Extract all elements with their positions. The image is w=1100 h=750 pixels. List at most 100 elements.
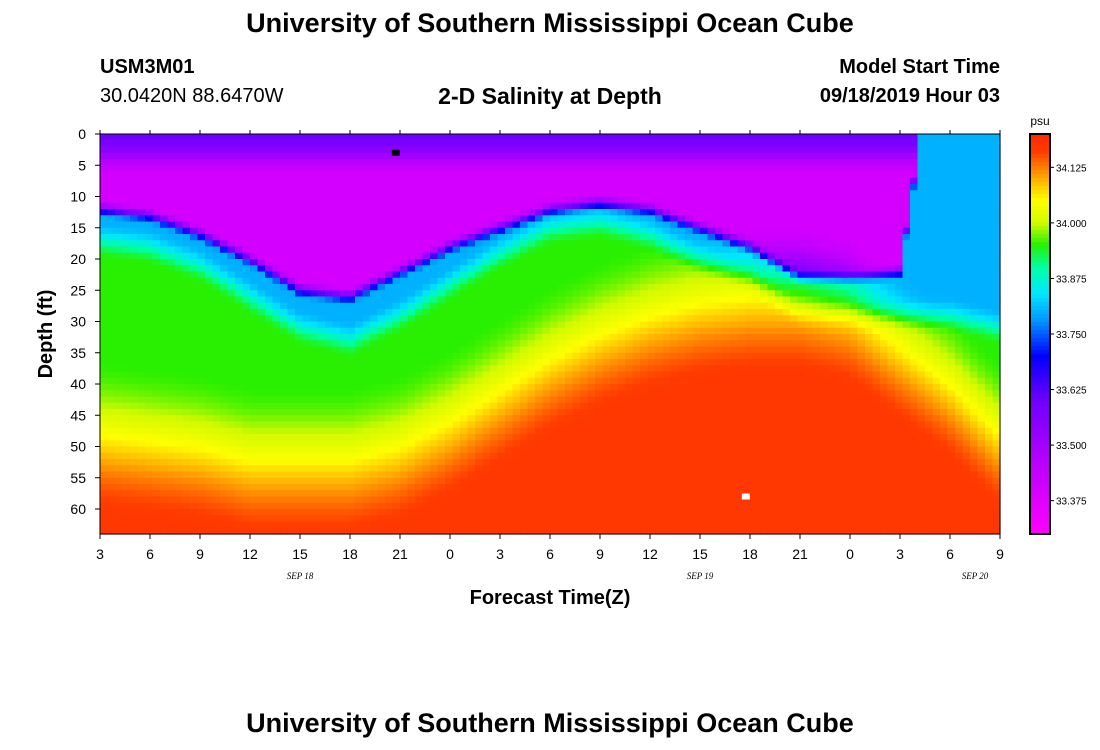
heatmap-cell: [625, 521, 634, 529]
heatmap-cell: [595, 290, 604, 298]
heatmap-cell: [437, 421, 446, 429]
heatmap-cell: [280, 434, 289, 441]
heatmap-cell: [332, 340, 341, 348]
heatmap-cell: [400, 221, 409, 229]
heatmap-cell: [205, 196, 214, 204]
heatmap-cell: [602, 390, 611, 398]
heatmap-cell: [145, 271, 154, 279]
heatmap-cell: [520, 177, 529, 185]
heatmap-cell: [212, 159, 221, 166]
heatmap-cell: [385, 340, 394, 348]
heatmap-cell: [662, 515, 671, 523]
heatmap-cell: [557, 377, 566, 385]
heatmap-cell: [355, 146, 364, 154]
heatmap-cell: [452, 446, 461, 454]
heatmap-cell: [160, 440, 169, 448]
heatmap-cell: [212, 334, 221, 341]
heatmap-cell: [647, 390, 656, 398]
heatmap-cell: [557, 240, 566, 248]
heatmap-cell: [205, 209, 214, 216]
heatmap-cell: [565, 390, 574, 398]
heatmap-cell: [152, 165, 161, 173]
heatmap-cell: [100, 134, 109, 141]
heatmap-cell: [647, 271, 656, 279]
heatmap-cell: [347, 177, 356, 185]
heatmap-cell: [280, 496, 289, 504]
heatmap-cell: [625, 265, 634, 273]
heatmap-cell: [115, 496, 124, 504]
heatmap-cell: [152, 421, 161, 429]
heatmap-cell: [100, 284, 109, 291]
heatmap-cell: [430, 384, 439, 391]
heatmap-cell: [565, 284, 574, 291]
heatmap-cell: [655, 252, 664, 260]
heatmap-cell: [310, 152, 319, 160]
heatmap-cell: [655, 502, 664, 510]
heatmap-cell: [212, 434, 221, 441]
heatmap-cell: [370, 371, 379, 379]
heatmap-cell: [167, 290, 176, 298]
heatmap-cell: [220, 477, 229, 485]
heatmap-cell: [407, 196, 416, 204]
heatmap-cell: [467, 490, 476, 498]
heatmap-cell: [535, 265, 544, 273]
heatmap-cell: [580, 290, 589, 298]
heatmap-cell: [220, 202, 229, 210]
heatmap-cell: [565, 446, 574, 454]
heatmap-cell: [355, 202, 364, 210]
heatmap-cell: [100, 227, 109, 235]
heatmap-cell: [152, 402, 161, 410]
heatmap-cell: [370, 346, 379, 354]
heatmap-cell: [302, 315, 311, 323]
heatmap-cell: [235, 352, 244, 360]
heatmap-cell: [212, 259, 221, 266]
heatmap-cell: [190, 152, 199, 160]
heatmap-cell: [250, 465, 259, 473]
heatmap-cell: [272, 502, 281, 510]
heatmap-cell: [452, 421, 461, 429]
heatmap-cell: [527, 421, 536, 429]
heatmap-cell: [355, 271, 364, 279]
heatmap-cell: [632, 346, 641, 354]
heatmap-cell: [572, 371, 581, 379]
heatmap-cell: [295, 446, 304, 454]
heatmap-cell: [437, 521, 446, 529]
heatmap-cell: [212, 402, 221, 410]
heatmap-cell: [355, 515, 364, 523]
heatmap-cell: [580, 434, 589, 441]
heatmap-cell: [107, 421, 116, 429]
heatmap-cell: [445, 240, 454, 248]
heatmap-cell: [437, 265, 446, 273]
heatmap-cell: [497, 421, 506, 429]
heatmap-cell: [325, 446, 334, 454]
heatmap-cell: [422, 415, 431, 423]
heatmap-cell: [182, 515, 191, 523]
heatmap-cell: [610, 252, 619, 260]
heatmap-cell: [100, 177, 109, 185]
heatmap-cell: [385, 227, 394, 235]
heatmap-cell: [602, 327, 611, 335]
heatmap-cell: [115, 296, 124, 304]
heatmap-cell: [392, 352, 401, 360]
heatmap-cell: [370, 384, 379, 391]
heatmap-cell: [115, 227, 124, 235]
heatmap-cell: [430, 496, 439, 504]
heatmap-cell: [655, 521, 664, 529]
heatmap-cell: [122, 284, 131, 291]
heatmap-cell: [100, 452, 109, 460]
heatmap-cell: [647, 440, 656, 448]
heatmap-cell: [265, 384, 274, 391]
heatmap-cell: [632, 484, 641, 491]
heatmap-cell: [415, 484, 424, 491]
heatmap-cell: [212, 390, 221, 398]
heatmap-cell: [572, 296, 581, 304]
heatmap-cell: [310, 165, 319, 173]
heatmap-cell: [580, 184, 589, 191]
heatmap-cell: [167, 509, 176, 516]
heatmap-cell: [280, 415, 289, 423]
heatmap-cell: [205, 246, 214, 254]
heatmap-cell: [325, 259, 334, 266]
heatmap-cell: [280, 252, 289, 260]
heatmap-cell: [557, 215, 566, 223]
heatmap-cell: [310, 290, 319, 298]
